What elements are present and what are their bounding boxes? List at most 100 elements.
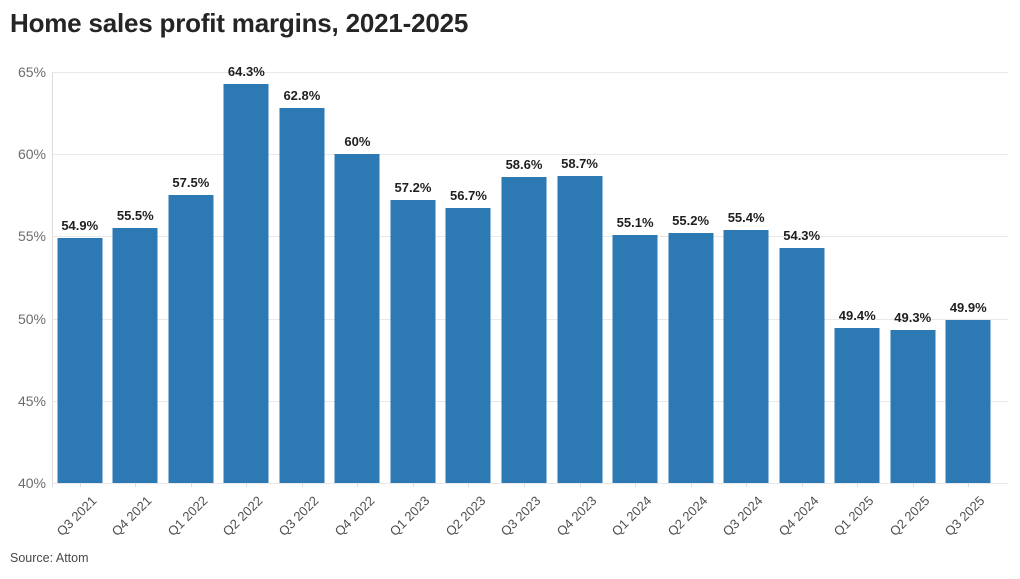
bar-column: 60% Q4 2022: [330, 72, 386, 539]
bar-column: 55.1% Q1 2024: [607, 72, 663, 539]
x-axis-tick-label: Q2 2023: [442, 493, 489, 539]
x-axis-tick: [857, 483, 859, 487]
x-axis-tick-label: Q1 2024: [608, 493, 655, 539]
bar: [945, 320, 991, 483]
y-axis-tick-label: 60%: [17, 146, 46, 163]
x-axis-tick: [801, 483, 803, 487]
x-axis-tick: [524, 483, 526, 487]
x-axis-tick: [746, 483, 748, 487]
bar-value-label: 57.2%: [394, 180, 432, 196]
y-axis-tick-label: 45%: [17, 392, 46, 409]
x-axis-tick-label: Q1 2025: [830, 493, 877, 539]
x-axis-tick: [301, 483, 303, 487]
bar-column: 54.3% Q4 2024: [774, 72, 830, 539]
x-axis-tick-label: Q3 2025: [941, 493, 988, 539]
bar-column: 55.5% Q4 2021: [108, 72, 164, 539]
bar-value-label: 49.4%: [838, 308, 876, 324]
bar-column: 49.3% Q2 2025: [885, 72, 941, 539]
bar: [223, 83, 269, 483]
x-axis-tick: [190, 483, 192, 487]
x-axis-tick-label: Q4 2024: [775, 493, 822, 539]
x-axis-tick-label: Q3 2022: [275, 493, 322, 539]
bar-column: 62.8% Q3 2022: [274, 72, 330, 539]
bar: [557, 175, 603, 483]
gridline: [52, 72, 1008, 73]
source-note: Source: Attom: [10, 551, 89, 565]
bar-column: 57.5% Q1 2022: [163, 72, 219, 539]
x-axis-tick: [412, 483, 414, 487]
gridline: [52, 154, 1008, 156]
chart-title: Home sales profit margins, 2021-2025: [10, 8, 469, 38]
x-axis-tick: [135, 483, 137, 487]
bar-value-label: 58.7%: [561, 155, 598, 171]
bar-column: 54.9% Q3 2021: [52, 72, 108, 539]
x-axis-tick: [468, 483, 470, 487]
bar-value-label: 49.9%: [949, 300, 987, 316]
bar-value-label: 60%: [344, 134, 371, 150]
x-axis-tick-label: Q2 2022: [220, 493, 266, 539]
bar: [501, 177, 547, 483]
x-axis-tick: [79, 483, 81, 487]
bar-column: 49.9% Q3 2025: [941, 72, 997, 539]
bar: [723, 229, 769, 483]
gridline: [52, 483, 1008, 484]
bar-value-label: 62.8%: [283, 88, 321, 104]
bar: [57, 238, 103, 483]
bar-value-label: 58.6%: [505, 157, 543, 173]
y-axis-tick-label: 40%: [17, 475, 46, 491]
bar-value-label: 55.4%: [727, 209, 765, 225]
x-axis-tick-label: Q1 2022: [164, 493, 211, 539]
y-axis-tick-label: 55%: [17, 228, 46, 245]
bar-value-label: 54.9%: [61, 218, 99, 234]
bar: [779, 247, 825, 483]
bar-column: 49.4% Q1 2025: [829, 72, 885, 539]
bar-value-label: 55.1%: [616, 214, 654, 230]
x-axis-tick-label: Q4 2023: [553, 493, 600, 539]
x-axis-tick-label: Q4 2022: [331, 493, 378, 539]
x-axis-tick-label: Q1 2023: [386, 493, 433, 539]
bar-value-label: 56.7%: [450, 188, 487, 204]
x-axis-tick: [579, 483, 581, 487]
x-axis-tick: [246, 483, 248, 487]
x-axis-tick-label: Q3 2023: [497, 493, 544, 539]
x-axis-tick: [690, 483, 692, 487]
bar-column: 58.7% Q4 2023: [552, 72, 608, 539]
y-axis-line: [52, 72, 53, 487]
bars-area: 54.9% Q3 2021 55.5% Q4 2021 57.5% Q1 2022 64.3…: [52, 64, 997, 539]
bar: [390, 200, 436, 483]
x-axis-tick: [357, 483, 359, 487]
bar: [112, 228, 158, 483]
bar: [168, 195, 214, 483]
bar-column: 64.3% Q2 2022: [219, 64, 275, 539]
x-axis-tick: [635, 483, 637, 487]
bar-value-label: 54.3%: [783, 227, 821, 243]
bar-value-label: 55.5%: [116, 208, 154, 224]
bar: [612, 234, 658, 483]
bar-value-label: 49.3%: [894, 310, 932, 326]
bar: [279, 108, 325, 483]
bar-value-label: 57.5%: [172, 175, 210, 191]
bar-column: 55.2% Q2 2024: [663, 72, 719, 539]
x-axis-tick-label: Q3 2024: [719, 493, 766, 539]
bar: [334, 154, 380, 483]
bar: [834, 328, 880, 483]
x-axis-tick-label: Q4 2021: [109, 493, 155, 539]
bar-column: 57.2% Q1 2023: [385, 72, 441, 539]
x-axis-tick-label: Q2 2024: [664, 493, 711, 539]
bar-value-label: 64.3%: [227, 63, 265, 79]
x-axis-tick: [968, 483, 970, 487]
y-axis-tick-label: 50%: [17, 310, 46, 327]
bar-value-label: 55.2%: [672, 213, 710, 229]
x-axis-tick-label: Q3 2021: [53, 493, 100, 539]
bar: [890, 330, 936, 483]
bar-column: 55.4% Q3 2024: [718, 72, 774, 539]
bar: [668, 233, 714, 483]
bar-column: 56.7% Q2 2023: [441, 72, 497, 539]
x-axis-tick-label: Q2 2025: [886, 493, 933, 539]
bar-column: 58.6% Q3 2023: [496, 72, 552, 539]
bar: [445, 208, 491, 483]
x-axis-tick: [912, 483, 914, 487]
y-axis-tick-label: 65%: [17, 64, 46, 80]
